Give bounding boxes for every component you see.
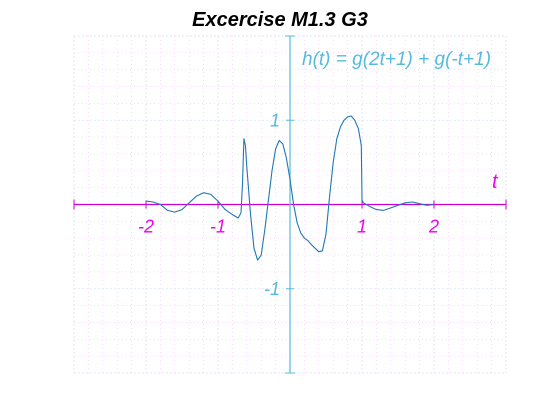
x-tick-label: 1	[357, 217, 367, 237]
y-tick-label: -1	[264, 279, 280, 299]
x-tick-label: -2	[138, 217, 154, 237]
x-tick-label: 2	[428, 217, 439, 237]
series-layer	[145, 115, 435, 261]
tick-labels: -2 -1 1 2 1 -1	[138, 110, 439, 299]
chart-title: Excercise M1.3 G3	[192, 9, 368, 31]
x-axis-label: t	[492, 171, 499, 193]
y-tick-label: 1	[270, 110, 280, 130]
x-tick-label: -1	[210, 217, 226, 237]
function-annotation: h(t) = g(2t+1) + g(-t+1)	[302, 49, 491, 70]
series-line	[145, 115, 435, 261]
